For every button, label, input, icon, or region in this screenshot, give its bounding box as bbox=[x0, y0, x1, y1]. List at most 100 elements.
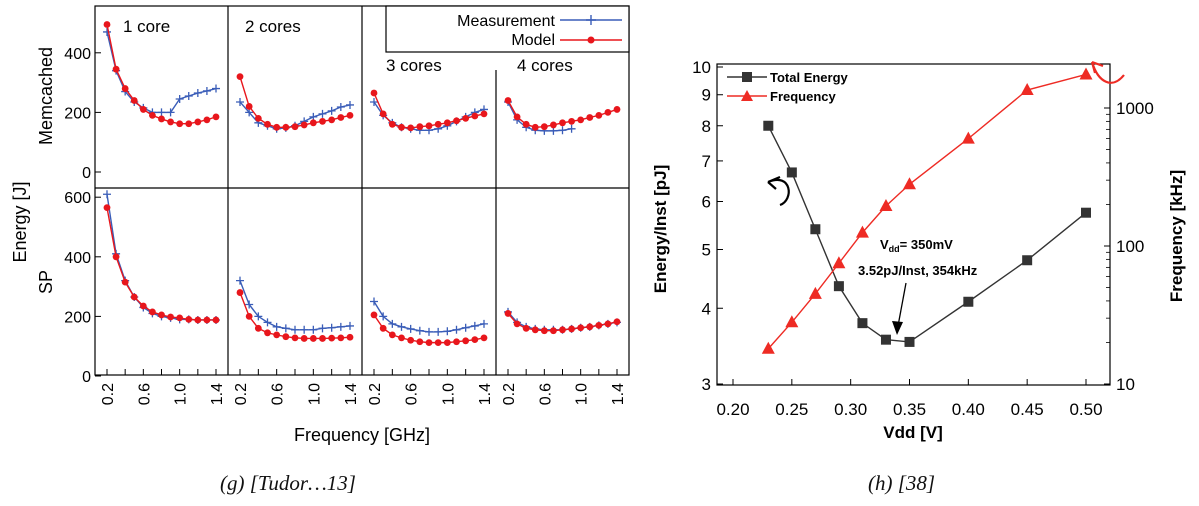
model-point bbox=[462, 337, 470, 345]
annotation-arrow-line bbox=[897, 282, 907, 327]
model-point bbox=[203, 316, 211, 324]
model-point bbox=[550, 327, 557, 335]
total-energy-point bbox=[963, 296, 974, 307]
model-point bbox=[531, 123, 539, 131]
measurement-point bbox=[461, 323, 470, 332]
y-tick-label: 400 bbox=[64, 250, 91, 267]
measurement-point bbox=[291, 325, 299, 334]
left-x-axis-label: Frequency [GHz] bbox=[294, 425, 430, 445]
model-point bbox=[291, 334, 299, 342]
model-point bbox=[550, 121, 557, 129]
y-tick-label: 200 bbox=[64, 309, 91, 326]
y-tick-label: 7 bbox=[702, 152, 711, 171]
right-series-layer bbox=[761, 67, 1093, 354]
measurement-point bbox=[281, 324, 290, 333]
model-point bbox=[176, 120, 184, 128]
model-point bbox=[337, 114, 345, 121]
model-point bbox=[319, 117, 326, 125]
model-point bbox=[273, 331, 281, 339]
total-energy-line bbox=[767, 125, 1087, 343]
y-tick-label: 600 bbox=[64, 190, 91, 207]
model-point bbox=[471, 336, 479, 344]
measurement-line bbox=[106, 31, 217, 114]
measurement-point bbox=[318, 324, 327, 333]
caption-right: (h) [38] bbox=[868, 471, 936, 495]
model-point bbox=[370, 89, 378, 97]
measurement-point bbox=[558, 126, 567, 135]
model-point bbox=[167, 118, 174, 126]
model-point bbox=[388, 120, 396, 128]
measurement-point bbox=[397, 322, 406, 331]
measurement-point bbox=[263, 318, 272, 327]
y-tick-label: 3 bbox=[702, 375, 711, 394]
measurement-point bbox=[254, 312, 263, 321]
model-point bbox=[309, 119, 317, 127]
model-point bbox=[282, 123, 290, 131]
x-tick-label: 0.30 bbox=[834, 400, 867, 419]
measurement-point bbox=[202, 86, 211, 95]
x-tick-label: 0.20 bbox=[716, 400, 749, 419]
x-tick-label: 1.4 bbox=[209, 383, 226, 405]
model-point bbox=[176, 314, 184, 322]
model-point bbox=[103, 21, 111, 28]
total-energy-point bbox=[833, 281, 844, 292]
model-point bbox=[434, 120, 442, 128]
x-tick-label: 1.0 bbox=[574, 383, 591, 405]
x-tick-label: 1.4 bbox=[343, 383, 360, 405]
frequency-point bbox=[1020, 83, 1034, 96]
total-energy-point bbox=[1022, 255, 1033, 266]
frequency-point bbox=[832, 256, 846, 269]
measurement-point bbox=[212, 84, 220, 93]
model-point bbox=[388, 331, 396, 339]
model-point bbox=[379, 324, 387, 332]
y-tick-label: 8 bbox=[702, 117, 711, 136]
model-point bbox=[434, 339, 442, 347]
measurement-point bbox=[336, 322, 345, 331]
right-left-axis-label: Energy/Inst [pJ] bbox=[651, 165, 670, 293]
model-point bbox=[273, 123, 281, 131]
x-tick-label: 1.0 bbox=[440, 383, 457, 405]
measurement-point bbox=[480, 319, 488, 328]
model-point bbox=[604, 320, 612, 328]
model-point bbox=[337, 334, 345, 342]
model-point bbox=[236, 73, 244, 81]
y-tick-label: 9 bbox=[702, 86, 711, 105]
measurement-line bbox=[239, 280, 351, 331]
model-point bbox=[586, 114, 594, 121]
model-point bbox=[443, 339, 451, 347]
measurement-point bbox=[470, 321, 479, 330]
measurement-point bbox=[452, 325, 461, 334]
model-point bbox=[158, 115, 165, 123]
annotation-vdd-line: Vdd= 350mV bbox=[880, 237, 953, 254]
total-energy-point bbox=[1081, 207, 1091, 218]
model-point bbox=[121, 85, 129, 92]
model-point bbox=[300, 335, 308, 342]
model-point bbox=[416, 123, 424, 131]
model-point bbox=[245, 103, 253, 110]
x-tick-label: 1.4 bbox=[610, 383, 627, 405]
annotation-vdd-value: = 350mV bbox=[900, 237, 953, 252]
measurement-point bbox=[346, 321, 354, 330]
measurement-point bbox=[567, 124, 576, 133]
y-right-tick-label: 10 bbox=[1116, 375, 1135, 394]
model-point bbox=[194, 118, 202, 126]
measurement-point bbox=[300, 325, 309, 334]
x-tick-label: 0.2 bbox=[501, 383, 518, 405]
model-point bbox=[577, 324, 585, 332]
measurement-point bbox=[346, 100, 354, 109]
model-point bbox=[103, 204, 111, 212]
frequency-point bbox=[961, 131, 975, 144]
legend-box bbox=[385, 5, 630, 53]
x-tick-label: 0.6 bbox=[537, 383, 554, 405]
measurement-point bbox=[272, 322, 281, 331]
model-point bbox=[328, 116, 336, 124]
model-point bbox=[203, 116, 211, 124]
y-tick-label: 0 bbox=[82, 369, 91, 386]
measurement-point bbox=[327, 106, 336, 115]
x-tick-label: 0.25 bbox=[775, 400, 808, 419]
y-tick-label: 10 bbox=[692, 58, 711, 77]
legend-marker-measurement bbox=[586, 15, 596, 25]
annotation-summary: 3.52pJ/Inst, 354kHz bbox=[858, 263, 978, 278]
model-point bbox=[212, 113, 220, 121]
frequency-point bbox=[879, 198, 893, 211]
